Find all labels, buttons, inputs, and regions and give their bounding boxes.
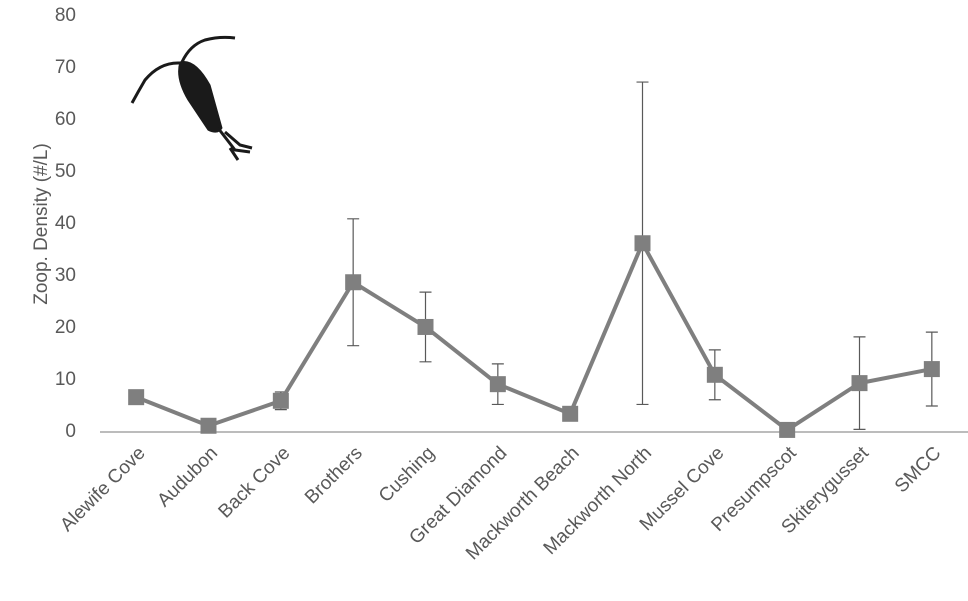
x-tick-label: Alewife Cove: [56, 443, 149, 536]
data-point: [128, 389, 145, 406]
x-tick-label: Audubon: [153, 443, 222, 512]
data-point: [345, 274, 362, 291]
y-tick-label: 80: [55, 5, 76, 26]
y-tick-label: 50: [55, 161, 76, 182]
y-tick-label: 10: [55, 369, 76, 390]
y-tick-label: 20: [55, 317, 76, 338]
x-tick-label: Back Cove: [215, 443, 295, 523]
data-point: [562, 405, 579, 422]
data-point: [779, 421, 796, 438]
y-tick-label: 40: [55, 213, 76, 234]
y-tick-label: 0: [65, 421, 76, 442]
series-line: [135, 241, 933, 432]
data-point: [923, 361, 940, 378]
data-point: [272, 392, 289, 409]
copepod-icon: [130, 35, 253, 161]
x-tick-label: Brothers: [301, 443, 367, 509]
y-tick-label: 30: [55, 265, 76, 286]
y-axis-label: Zoop. Density (#/L): [31, 143, 52, 305]
x-tick-label: SMCC: [891, 443, 945, 497]
data-point: [200, 417, 217, 434]
y-tick-label: 60: [55, 109, 76, 130]
data-point: [706, 366, 723, 383]
y-tick-label: 70: [55, 57, 76, 78]
data-point: [489, 376, 506, 393]
x-tick-label: Cushing: [375, 443, 439, 507]
data-point: [851, 375, 868, 392]
data-point: [634, 235, 651, 252]
data-point: [417, 318, 434, 335]
